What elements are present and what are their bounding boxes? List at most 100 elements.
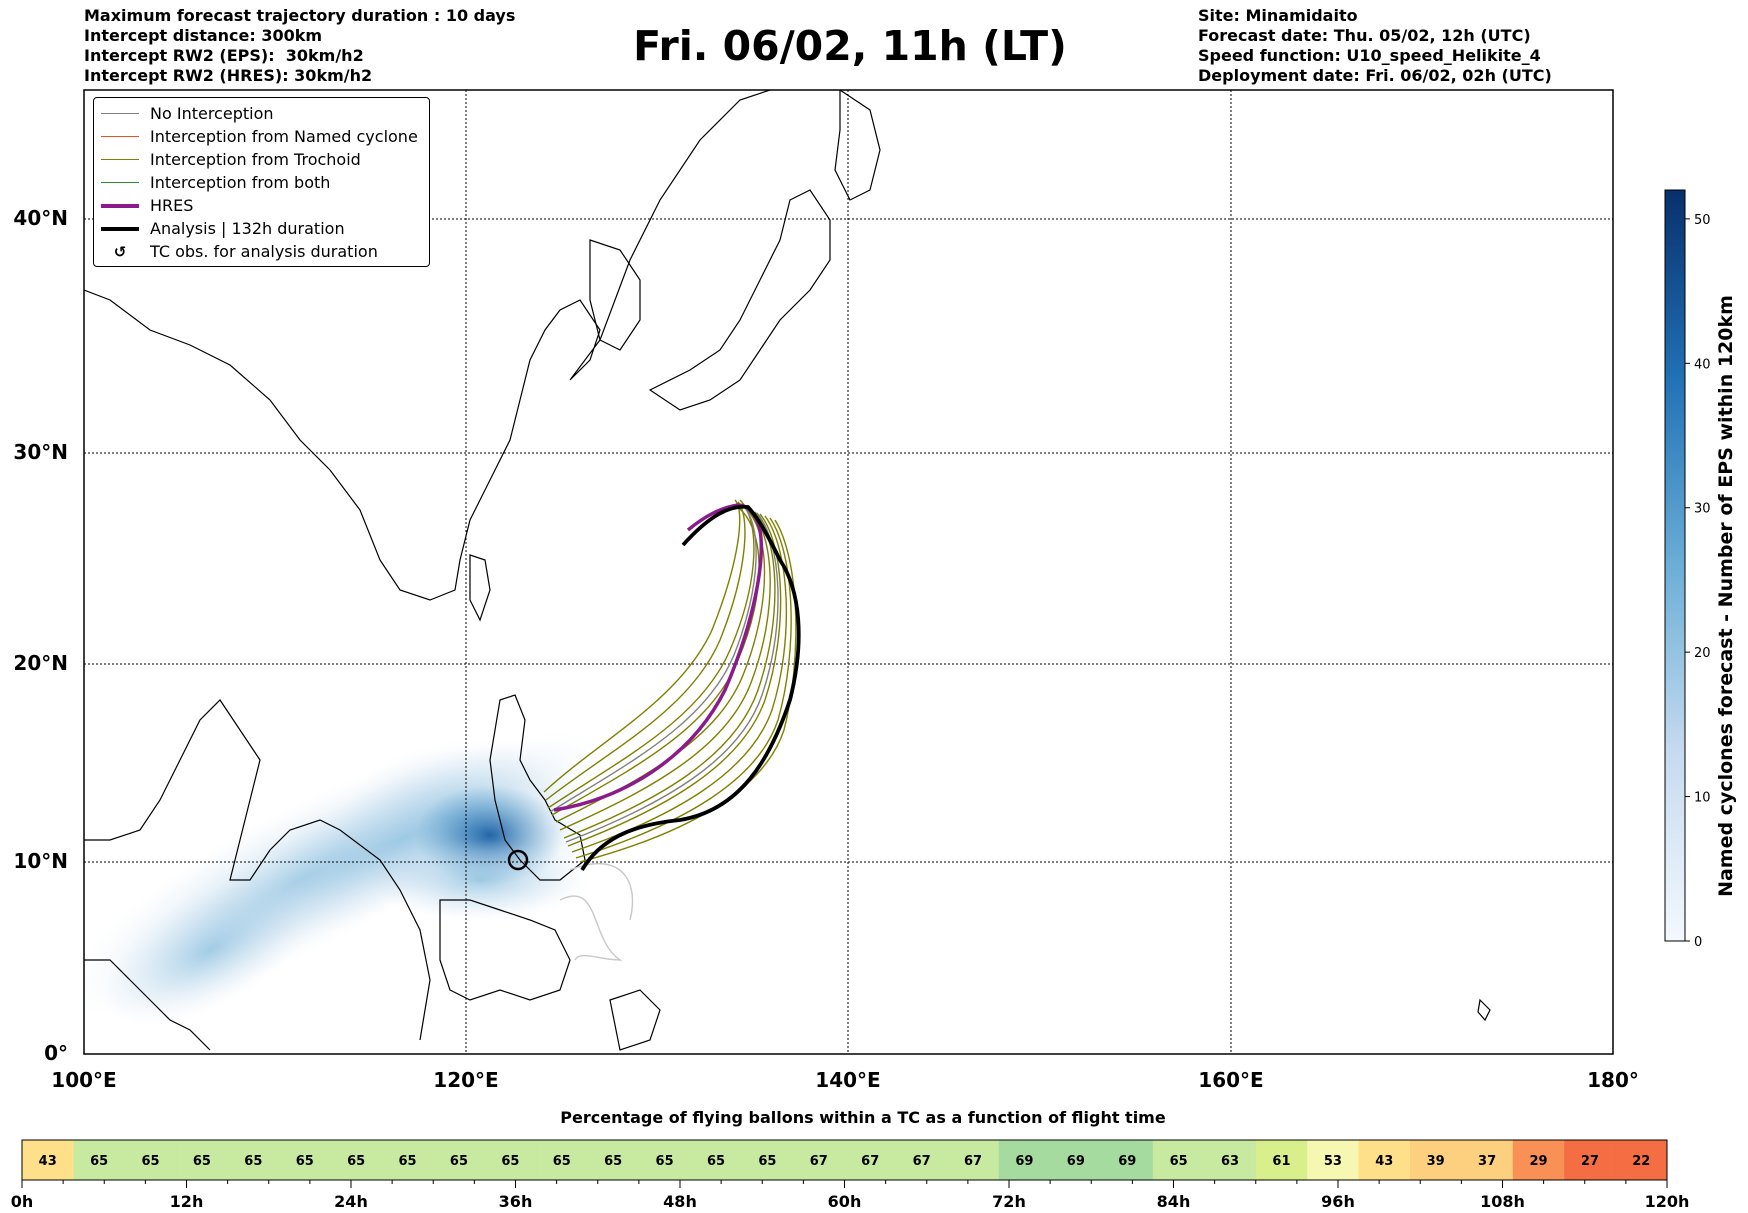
right-line: Forecast date: Thu. 05/02, 12h (UTC) xyxy=(1198,26,1531,45)
legend-label: Interception from Trochoid xyxy=(150,150,361,169)
lat-tick: 0° xyxy=(44,1041,68,1065)
left-line: Intercept RW2 (HRES): 30km/h2 xyxy=(84,66,373,85)
cyclone-symbol-icon: ↺ xyxy=(113,242,127,261)
flight-bar-cell xyxy=(1564,1140,1617,1180)
legend-item: Interception from both xyxy=(100,171,429,194)
flight-bar-cell xyxy=(124,1140,177,1180)
right-line: Speed function: U10_speed_Helikite_4 xyxy=(1198,46,1541,65)
flight-hour-label: 0h xyxy=(11,1192,34,1211)
flight-bar-value: 65 xyxy=(1170,1154,1188,1169)
flight-bar-cell xyxy=(741,1140,794,1180)
flight-bar-value: 67 xyxy=(964,1154,982,1169)
flight-bar-value: 37 xyxy=(1478,1154,1496,1169)
tc-observation-marker xyxy=(507,849,529,871)
flight-bar-cell xyxy=(1358,1140,1411,1180)
legend-line-icon xyxy=(100,226,140,231)
flight-percentage-bar: 43 65 65 65 65 65 65 65 65 65 65 65 65 65 65 67 67 67 67 69… xyxy=(11,1139,1689,1211)
flight-bar-value: 69 xyxy=(1015,1154,1033,1169)
flight-bar-cell xyxy=(433,1140,486,1180)
legend-label: TC obs. for analysis duration xyxy=(150,242,378,261)
flight-bar-cell xyxy=(638,1140,691,1180)
legend-item: No Interception xyxy=(100,102,429,125)
flight-bar-value: 29 xyxy=(1529,1154,1547,1169)
colorbar-tick-label: 40 xyxy=(1694,357,1711,372)
site-parameters: Site: Minamidaito Forecast date: Thu. 05/… xyxy=(1198,6,1552,86)
flight-bar-value: 65 xyxy=(656,1154,674,1169)
colorbar-tick-label: 10 xyxy=(1694,791,1711,806)
flight-bar-cell xyxy=(1461,1140,1514,1180)
legend-line-icon xyxy=(100,135,140,138)
legend-line-icon xyxy=(100,181,140,184)
colorbar-tick-label: 30 xyxy=(1694,502,1711,517)
flight-bar-cell xyxy=(1409,1140,1462,1180)
flight-bar-value: 63 xyxy=(1221,1154,1239,1169)
legend-item: Interception from Named cyclone xyxy=(100,125,429,148)
flight-bar-value: 22 xyxy=(1632,1154,1650,1169)
legend-label: HRES xyxy=(150,196,194,215)
legend-item: Analysis | 132h duration xyxy=(100,217,429,240)
flight-bar-cell xyxy=(1512,1140,1565,1180)
flight-hour-label: 72h xyxy=(992,1192,1026,1211)
flight-bar-value: 65 xyxy=(141,1154,159,1169)
legend-item: Interception from Trochoid xyxy=(100,148,429,171)
right-line: Site: Minamidaito xyxy=(1198,6,1358,25)
legend-label: Interception from both xyxy=(150,173,331,192)
left-line: Maximum forecast trajectory duration : 1… xyxy=(84,6,516,25)
flight-bar-value: 43 xyxy=(1375,1154,1393,1169)
lat-tick: 10°N xyxy=(13,849,68,873)
flight-bar-cell xyxy=(536,1140,588,1180)
flight-bar-value: 65 xyxy=(296,1154,314,1169)
flight-bar-cell xyxy=(227,1140,280,1180)
flight-bar-value: 65 xyxy=(604,1154,622,1169)
flight-bar-cell xyxy=(793,1140,845,1180)
flight-bar-value: 67 xyxy=(861,1154,879,1169)
flight-bar-value: 65 xyxy=(90,1154,108,1169)
flight-bar-cell xyxy=(484,1140,537,1180)
analysis-trajectory xyxy=(580,504,801,871)
flight-bar-cell xyxy=(279,1140,331,1180)
flight-bar-cell xyxy=(690,1140,743,1180)
longitude-ticks: 100°E 120°E 140°E 160°E 180° xyxy=(51,1068,1639,1092)
flight-hour-label: 36h xyxy=(499,1192,533,1211)
flight-bar-value: 67 xyxy=(810,1154,828,1169)
flight-hour-label: 12h xyxy=(170,1192,204,1211)
colorbar-tick-label: 20 xyxy=(1694,646,1711,661)
forecast-parameters: Maximum forecast trajectory duration : 1… xyxy=(84,6,515,86)
lon-tick: 140°E xyxy=(815,1068,880,1092)
flight-bar-cell xyxy=(330,1140,383,1180)
flight-bar-cell xyxy=(381,1140,434,1180)
lon-tick: 120°E xyxy=(433,1068,498,1092)
graticule xyxy=(84,90,1613,1054)
coastlines xyxy=(84,90,1491,1051)
legend: No Interception Interception from Named c… xyxy=(93,97,430,267)
left-line: Intercept RW2 (EPS): 30km/h2 xyxy=(84,46,364,65)
colorbar-tick-label: 0 xyxy=(1694,935,1702,950)
flight-bar-value: 39 xyxy=(1427,1154,1445,1169)
flight-hour-label: 48h xyxy=(663,1192,697,1211)
flight-bar-value: 53 xyxy=(1324,1154,1342,1169)
right-line: Deployment date: Fri. 06/02, 02h (UTC) xyxy=(1198,66,1552,85)
map-title: Fri. 06/02, 11h (LT) xyxy=(633,22,1067,70)
flight-bar-title: Percentage of flying ballons within a TC… xyxy=(560,1108,1166,1127)
lat-tick: 20°N xyxy=(13,651,68,675)
lon-tick: 100°E xyxy=(51,1068,116,1092)
flight-bar-cell xyxy=(22,1140,74,1180)
legend-item: HRES xyxy=(100,194,429,217)
colorbar-label: Named cyclones forecast - Number of EPS … xyxy=(1715,295,1737,897)
flight-bar-value: 67 xyxy=(913,1154,931,1169)
flight-bar-cell xyxy=(587,1140,640,1180)
flight-bar-cell xyxy=(1152,1140,1205,1180)
legend-line-icon xyxy=(100,158,140,161)
flight-hour-label: 96h xyxy=(1321,1192,1355,1211)
legend-line-icon xyxy=(100,112,140,115)
lat-tick: 30°N xyxy=(13,440,68,464)
flight-bar-cell xyxy=(895,1140,948,1180)
flight-bar-value: 65 xyxy=(193,1154,211,1169)
flight-hour-label: 108h xyxy=(1480,1192,1525,1211)
left-line: Intercept distance: 300km xyxy=(84,26,323,45)
flight-bar-cell xyxy=(1204,1140,1257,1180)
flight-bar-value: 65 xyxy=(347,1154,365,1169)
colorbar-ticks: 0 10 20 30 40 50 xyxy=(1685,213,1711,950)
flight-bar-cell xyxy=(1050,1140,1103,1180)
